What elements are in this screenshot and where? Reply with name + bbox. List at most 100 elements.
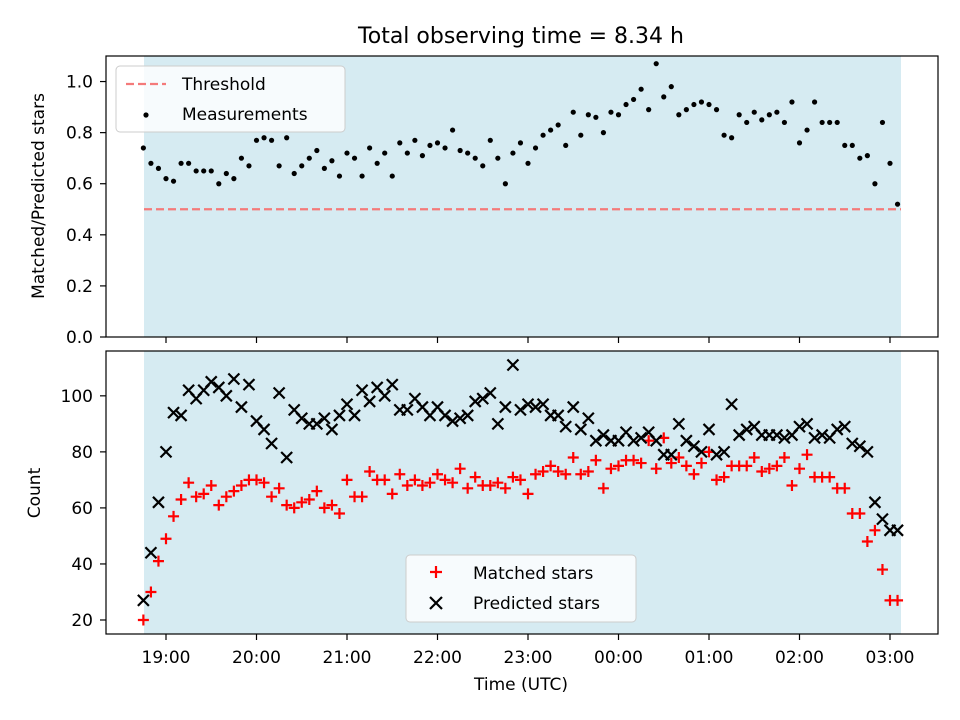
predicted-star-point (272, 386, 286, 400)
measurement-point (834, 119, 840, 126)
matched-star-point (311, 485, 323, 497)
matched-legend-marker (430, 566, 442, 578)
predicted-star-point (310, 417, 324, 431)
matched-star-point (575, 468, 587, 480)
ratio-y-tick-label: 0.0 (66, 328, 93, 348)
measurement-point (857, 155, 863, 161)
measurement-point (253, 137, 260, 143)
measurement-point (186, 160, 192, 166)
predicted-star-point (808, 431, 821, 445)
predicted-star-point (529, 400, 542, 414)
ratio-legend: Threshold Measurements (115, 65, 346, 133)
matched-star-point (492, 477, 504, 489)
matched-star-point (530, 468, 542, 480)
measurements-legend-marker (143, 112, 149, 118)
measurement-point (208, 168, 214, 174)
ratio-legend-box (115, 65, 346, 133)
measurement-point (864, 153, 870, 159)
matched-star-point (741, 460, 753, 472)
measurement-point (306, 155, 312, 161)
measurement-point (276, 163, 282, 169)
ratio-y-tick-label: 0.2 (66, 277, 93, 297)
matched-star-point (786, 479, 798, 491)
measurement-point (570, 109, 576, 115)
measurement-point (163, 176, 169, 182)
measurement-point (600, 130, 607, 136)
predicted-star-point (355, 383, 369, 397)
measurement-point (404, 150, 410, 156)
predicted-star-point (830, 423, 844, 436)
count-panel: 20 40 60 80 100 19:00 20:00 21:00 22:00 23:00 00:… (25, 350, 939, 695)
x-tick-label: 22:00 (413, 648, 462, 668)
predicted-star-point (672, 417, 686, 431)
predicted-star-point (815, 428, 829, 442)
matched-star-point (266, 491, 278, 503)
matched-star-point (469, 471, 481, 483)
predicted-star-point (649, 434, 663, 447)
matched-star-point (748, 451, 760, 463)
predicted-star-point (446, 414, 459, 428)
predicted-star-point (453, 411, 467, 425)
measurement-point (517, 140, 524, 146)
matched-star-point (597, 482, 609, 494)
measurement-point (344, 150, 350, 156)
predicted-star-point (559, 420, 572, 433)
predicted-star-point (574, 423, 588, 436)
measurement-point (646, 107, 652, 113)
predicted-star-point (378, 389, 391, 403)
matched-star-point (665, 457, 677, 469)
matched-star-point (183, 477, 195, 489)
predicted-star-point (702, 423, 716, 436)
matched-star-point (582, 465, 594, 477)
predicted-star-point (484, 386, 497, 400)
matched-star-point (695, 457, 707, 469)
matched-star-point (409, 474, 421, 486)
measurement-point (495, 155, 501, 161)
predicted-star-point (325, 423, 339, 436)
measurement-point (457, 147, 463, 154)
predicted-star-point (204, 375, 218, 389)
measurement-point (284, 135, 290, 141)
measurement-point (661, 94, 667, 100)
measurement-point (434, 140, 441, 146)
measurement-point (578, 132, 584, 138)
measurement-point (608, 109, 614, 115)
measurement-point (894, 201, 901, 207)
measurement-point (540, 132, 546, 138)
measurement-point (615, 112, 622, 118)
predicted-star-point (853, 439, 867, 453)
measurement-point (698, 99, 705, 105)
measurement-point (397, 140, 403, 146)
measurements-legend-label: Measurements (182, 105, 308, 125)
measurement-point (261, 135, 267, 141)
count-y-tick-label: 40 (71, 555, 93, 575)
matched-star-point (876, 564, 888, 576)
matched-star-point (590, 454, 602, 466)
count-y-tick-label: 60 (71, 499, 93, 519)
measurement-point (887, 160, 893, 166)
predicted-star-point (551, 409, 565, 422)
matched-star-point (635, 457, 647, 469)
measurement-point (231, 176, 237, 182)
predicted-star-point (793, 420, 806, 433)
matched-star-point (235, 479, 247, 491)
predicted-star-point (597, 428, 610, 442)
x-tick-label: 21:00 (323, 648, 372, 668)
matched-star-point (220, 491, 232, 503)
predicted-star-point (333, 409, 346, 422)
matched-star-point (522, 488, 534, 500)
measurement-point (314, 147, 320, 154)
matched-star-point (228, 485, 240, 497)
matched-star-point (537, 465, 549, 477)
x-tick-label: 02:00 (775, 648, 824, 668)
predicted-star-point (876, 512, 889, 526)
measurement-point (329, 158, 335, 164)
measurement-point (359, 173, 365, 179)
matched-star-point (545, 460, 557, 472)
matched-star-point (869, 524, 881, 536)
matched-star-point (771, 460, 783, 472)
matched-star-point (258, 477, 270, 489)
matched-star-point (628, 454, 640, 466)
matched-star-point (424, 477, 436, 489)
count-y-axis-label: Count (25, 467, 45, 518)
